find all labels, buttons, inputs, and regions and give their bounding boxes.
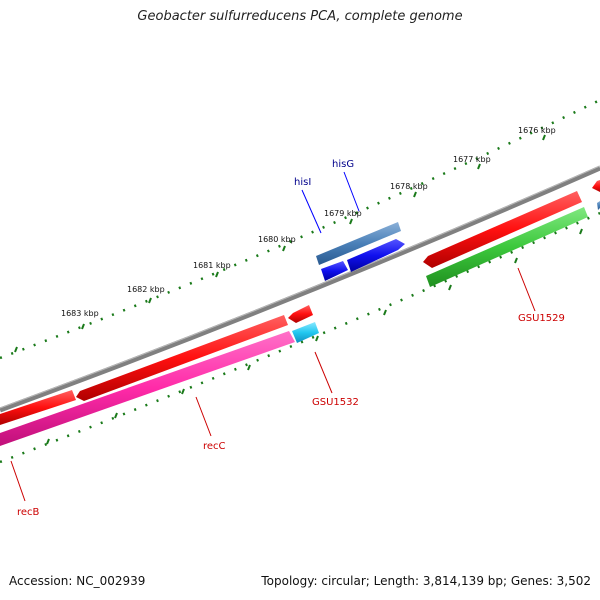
callout-GSU1529 xyxy=(517,267,536,312)
ruler-label: 1681 kbp xyxy=(193,261,231,270)
callout-hisI xyxy=(301,189,322,234)
map-title: Geobacter sulfurreducens PCA, complete g… xyxy=(137,9,463,24)
callout-GSU1532 xyxy=(314,351,333,394)
gene-steel-edge-bar[interactable] xyxy=(597,201,600,210)
outer-ruler-major-ticks xyxy=(14,134,546,353)
accession-text: Accession: NC_002939 xyxy=(9,574,146,588)
inner-ruler-major-ticks xyxy=(46,228,583,445)
genome-backbone-highlight xyxy=(0,165,600,409)
ruler-label: 1680 kbp xyxy=(258,235,296,244)
callout-recC xyxy=(195,396,212,437)
gene-label-hisI: hisI xyxy=(294,177,311,188)
genome-backbone xyxy=(0,165,600,413)
gene-label-recB: recB xyxy=(17,507,40,518)
gene-label-GSU1532: GSU1532 xyxy=(312,397,359,408)
genome-summary-text: Topology: circular; Length: 3,814,139 bp… xyxy=(261,574,591,588)
ruler-label: 1679 kbp xyxy=(324,209,362,218)
gene-blue-bar[interactable] xyxy=(347,239,405,272)
ruler-label: 1676 kbp xyxy=(518,126,556,135)
gene-label-recC: recC xyxy=(203,441,226,452)
gene-recC-red-bar[interactable] xyxy=(76,315,288,401)
gene-cyan-bar[interactable] xyxy=(292,322,319,343)
ruler-label: 1678 kbp xyxy=(390,182,428,191)
gene-green-bar[interactable] xyxy=(426,207,588,287)
gene-GSU1532-bar[interactable] xyxy=(288,305,313,323)
callout-recB xyxy=(10,460,26,502)
gene-hisI-bar[interactable] xyxy=(321,261,348,281)
gene-recB-bar[interactable] xyxy=(0,390,76,425)
gene-label-hisG: hisG xyxy=(332,159,354,170)
ruler-label: 1682 kbp xyxy=(127,285,165,294)
gene-recC-bar[interactable] xyxy=(0,331,295,446)
ruler-label: 1683 kbp xyxy=(61,309,99,318)
gene-label-GSU1529: GSU1529 xyxy=(518,313,565,324)
callout-hisG xyxy=(343,171,360,212)
gene-red-edge-bar[interactable] xyxy=(592,180,600,192)
gene-GSU1529-bar[interactable] xyxy=(423,191,582,268)
ruler-label: 1677 kbp xyxy=(453,155,491,164)
gene-hisG-bar[interactable] xyxy=(316,222,401,265)
